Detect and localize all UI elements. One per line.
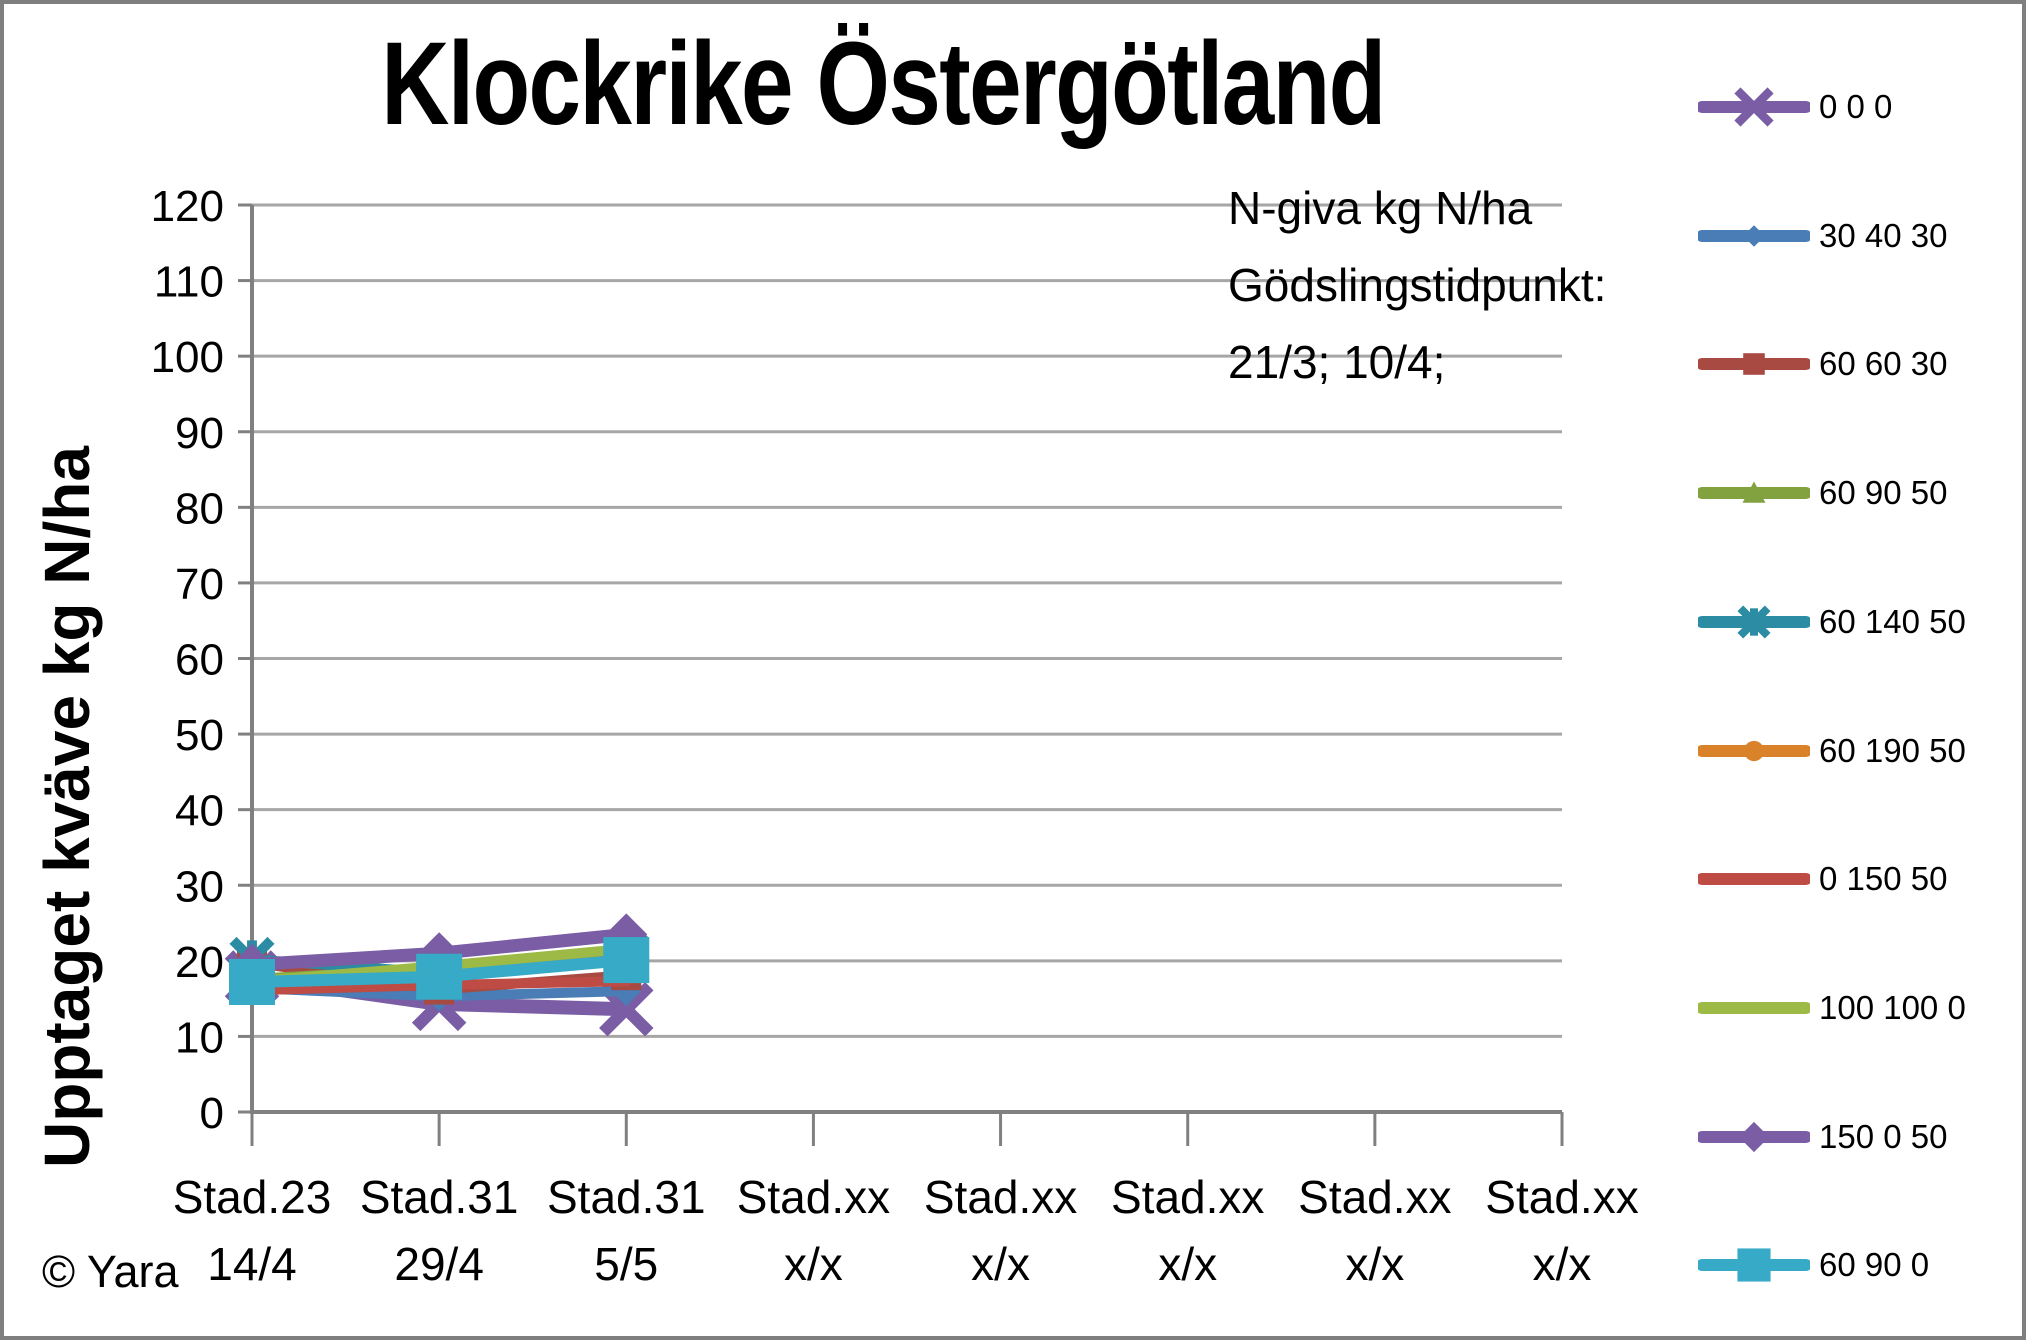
x-tick-label: x/x [1345, 1238, 1404, 1290]
x-tick-label: x/x [784, 1238, 843, 1290]
marker-square-icon [1698, 1248, 1810, 1282]
annotation-line: N-giva kg N/ha [1228, 182, 1533, 234]
x-tick-label: x/x [1158, 1238, 1217, 1290]
legend-label: 60 140 50 [1819, 602, 1966, 640]
annotation-line: Gödslingstidpunkt: [1228, 259, 1607, 311]
y-tick-label: 120 [151, 182, 224, 231]
y-tick-label: 50 [175, 711, 224, 760]
x-tick-label: Stad.xx [1111, 1171, 1264, 1223]
marker-star-icon [1698, 605, 1810, 639]
legend-item-0-150-50: 0 150 50 [1698, 855, 1947, 903]
x-tick-label: x/x [1533, 1238, 1592, 1290]
chart-title: Klockrike Östergötland [381, 18, 1386, 150]
y-tick-label: 110 [154, 258, 224, 307]
x-tick-label: 14/4 [207, 1238, 297, 1290]
x-tick-label: Stad.xx [1298, 1171, 1451, 1223]
y-tick-label: 10 [175, 1013, 224, 1062]
marker-diamond-icon [1698, 1121, 1810, 1152]
legend-item-150-0-50: 150 0 50 [1698, 1113, 1947, 1161]
legend: 0 0 0 30 40 30 60 60 30 60 90 50 60 140 50 60… [1698, 0, 2024, 1340]
series-60-90-0 [229, 937, 650, 1005]
legend-item-0-0-0: 0 0 0 [1698, 83, 1892, 131]
y-tick-label: 60 [175, 636, 224, 685]
legend-item-60-90-0: 60 90 0 [1698, 1241, 1929, 1289]
x-tick-label: Stad.xx [924, 1171, 1077, 1223]
legend-item-60-60-30: 60 60 30 [1698, 340, 1947, 388]
marker-diamond-icon [1698, 224, 1810, 247]
legend-label: 60 90 50 [1819, 474, 1948, 512]
annotation-block: N-giva kg N/ha Gödslingstidpunkt: 21/3; … [1228, 170, 1606, 401]
marker-circle-icon [1698, 740, 1810, 761]
x-tick-label: Stad.31 [360, 1171, 519, 1223]
legend-label: 60 60 30 [1819, 345, 1948, 383]
x-tick-label: Stad.xx [737, 1171, 890, 1223]
marker-triangle-icon [1698, 481, 1810, 503]
y-tick-label: 100 [151, 333, 224, 382]
y-tick-label: 20 [175, 938, 224, 987]
copyright-label: © Yara [42, 1246, 179, 1297]
y-tick-label: 0 [200, 1089, 224, 1138]
marker-square-icon [1698, 353, 1810, 376]
legend-label: 0 0 0 [1819, 88, 1893, 125]
y-tick-label: 90 [175, 409, 224, 458]
legend-label: 60 90 0 [1819, 1246, 1930, 1284]
legend-item-60-140-50: 60 140 50 [1698, 598, 1966, 646]
y-tick-label: 30 [175, 862, 224, 911]
legend-label: 0 150 50 [1819, 860, 1948, 898]
y-tick-label: 80 [175, 484, 224, 533]
x-tick-label: Stad.31 [547, 1171, 706, 1223]
legend-item-60-90-50: 60 90 50 [1698, 469, 1947, 517]
marker-x-icon [1698, 87, 1810, 127]
x-tick-label: 29/4 [394, 1238, 484, 1290]
legend-label: 30 40 30 [1819, 216, 1948, 254]
y-tick-label: 70 [175, 560, 224, 609]
x-tick-label: 5/5 [594, 1238, 658, 1290]
legend-item-30-40-30: 30 40 30 [1698, 212, 1947, 260]
y-tick-label: 40 [175, 787, 224, 836]
legend-item-60-190-50: 60 190 50 [1698, 727, 1966, 775]
legend-label: 150 0 50 [1819, 1117, 1948, 1155]
x-tick-label: x/x [971, 1238, 1030, 1290]
x-tick-label: Stad.23 [173, 1171, 332, 1223]
legend-label: 60 190 50 [1819, 731, 1966, 769]
line-icon [1698, 873, 1810, 886]
annotation-line: 21/3; 10/4; [1228, 336, 1446, 388]
legend-item-100-100-0: 100 100 0 [1698, 984, 1966, 1032]
line-icon [1698, 1001, 1810, 1014]
x-tick-label: Stad.xx [1485, 1171, 1638, 1223]
legend-label: 100 100 0 [1819, 988, 1966, 1026]
